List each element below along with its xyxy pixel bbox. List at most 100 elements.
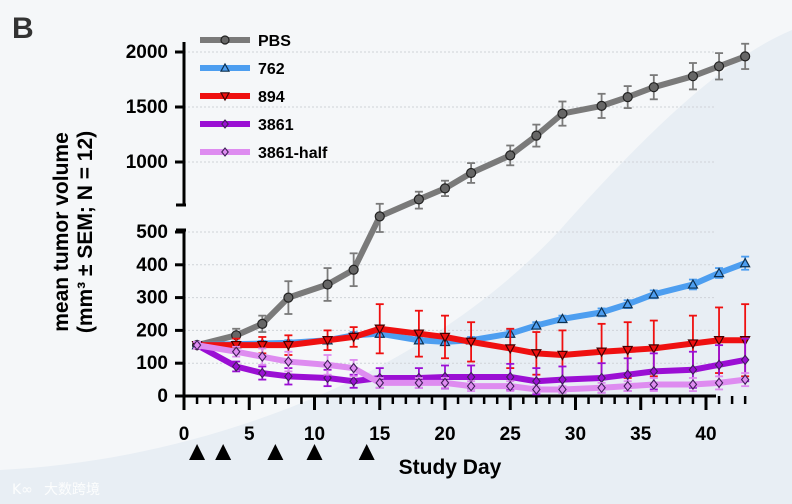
circle-marker xyxy=(322,279,333,290)
circle-marker xyxy=(283,292,294,303)
diamond-marker xyxy=(349,362,358,374)
y-tick-label: 2000 xyxy=(126,42,168,63)
axes: 0 100 200 300 400 500 1000 1500 2000 0 5 10 15 20 25 30… xyxy=(126,42,747,460)
triangle-up-marker xyxy=(219,62,231,72)
y-tick-label: 0 xyxy=(157,386,168,407)
triangle-down-marker xyxy=(530,349,542,360)
circle-marker xyxy=(348,264,359,275)
triangle-up-marker xyxy=(596,306,608,317)
circle-marker xyxy=(740,51,751,62)
diamond-marker xyxy=(714,359,724,371)
triangle-up-marker xyxy=(648,288,660,299)
x-axis-title: Study Day xyxy=(399,456,502,479)
triangle-up-marker xyxy=(622,298,634,309)
diamond-marker xyxy=(192,339,202,351)
y-axis-title-line1: mean tumor volume xyxy=(50,132,73,332)
diamond-marker xyxy=(375,377,385,389)
x-tick-label: 20 xyxy=(434,424,455,445)
diamond-marker xyxy=(740,354,750,366)
diamond-marker xyxy=(623,369,633,381)
background-curve xyxy=(0,30,792,504)
triangle-down-marker xyxy=(348,332,360,343)
legend-item: 762 xyxy=(200,61,285,78)
watermark-logo-icon: K∞ xyxy=(12,482,33,498)
diamond-marker xyxy=(221,147,229,157)
x-tick-label: 15 xyxy=(369,424,391,445)
diamond-marker xyxy=(257,351,267,363)
circle-marker xyxy=(648,82,659,93)
x-tick-label: 5 xyxy=(244,424,255,445)
diamond-marker xyxy=(740,374,750,385)
x-tick-label: 0 xyxy=(179,424,190,445)
circle-marker xyxy=(374,211,385,222)
triangle-down-marker xyxy=(256,340,268,351)
diamond-marker xyxy=(284,370,293,382)
x-tick-label: 40 xyxy=(695,424,716,445)
diamond-marker xyxy=(597,382,606,394)
triangle-down-marker xyxy=(219,92,231,102)
legend: PBS 762 894 3861 3861-half xyxy=(200,33,328,162)
dosing-triangle-icon xyxy=(189,444,206,460)
panel-label: B xyxy=(12,12,34,45)
legend-label: 762 xyxy=(258,61,285,78)
circle-marker xyxy=(413,194,424,205)
y-tick-label: 200 xyxy=(136,320,168,341)
diamond-marker xyxy=(466,380,476,392)
legend-label: PBS xyxy=(258,33,291,50)
triangle-down-marker xyxy=(648,344,660,355)
y-tick-label: 400 xyxy=(136,255,168,276)
y-tick-label: 300 xyxy=(136,288,168,309)
triangle-up-marker xyxy=(713,267,725,278)
y-tick-label: 1000 xyxy=(126,152,168,173)
dosing-triangle-icon xyxy=(267,444,284,460)
triangle-down-marker xyxy=(230,340,242,351)
legend-item: PBS xyxy=(200,33,291,50)
triangle-up-marker xyxy=(687,278,699,289)
diamond-marker xyxy=(414,377,424,389)
diamond-marker xyxy=(558,384,567,395)
x-tick-label: 10 xyxy=(304,424,325,445)
dosing-triangle-icon xyxy=(306,444,323,460)
legend-label: 894 xyxy=(258,89,285,106)
circle-marker xyxy=(439,183,451,194)
triangle-down-marker xyxy=(465,337,477,348)
diamond-marker xyxy=(284,356,293,367)
triangle-down-marker xyxy=(713,336,725,346)
legend-item: 3861 xyxy=(200,117,294,134)
triangle-down-marker xyxy=(282,340,294,351)
legend-label: 3861 xyxy=(258,117,294,134)
triangle-down-marker xyxy=(687,339,699,350)
y-tick-label: 1500 xyxy=(126,97,168,118)
triangle-down-marker xyxy=(413,329,425,340)
circle-marker xyxy=(687,71,699,82)
diamond-marker xyxy=(257,367,267,379)
circle-marker xyxy=(505,150,516,161)
y-tick-label: 500 xyxy=(136,222,168,243)
watermark: K∞ 大数跨境 xyxy=(12,482,100,498)
series-3861-half xyxy=(192,339,750,395)
y-axis-title-line2: (mm³ ± SEM; N = 12) xyxy=(74,131,97,333)
diamond-marker xyxy=(649,366,659,377)
legend-item: 3861-half xyxy=(200,145,328,162)
x-tick-label: 30 xyxy=(565,424,586,445)
triangle-up-marker xyxy=(530,319,542,330)
series-PBS xyxy=(191,42,751,351)
circle-marker xyxy=(257,318,268,329)
triangle-down-marker xyxy=(504,344,516,355)
circle-marker xyxy=(466,167,477,179)
dosing-triangle-icon xyxy=(215,444,232,460)
diamond-marker xyxy=(623,380,633,392)
diamond-marker xyxy=(221,119,229,129)
circle-marker xyxy=(596,100,607,112)
triangle-up-marker xyxy=(739,257,751,268)
dosing-triangle-icon xyxy=(358,444,375,460)
diamond-marker xyxy=(649,379,659,390)
diamond-marker xyxy=(532,384,541,395)
triangle-up-marker xyxy=(556,313,568,324)
y-tick-label: 100 xyxy=(136,353,168,374)
diamond-marker xyxy=(688,364,698,376)
diamond-marker xyxy=(714,377,724,389)
diamond-marker xyxy=(349,375,358,387)
